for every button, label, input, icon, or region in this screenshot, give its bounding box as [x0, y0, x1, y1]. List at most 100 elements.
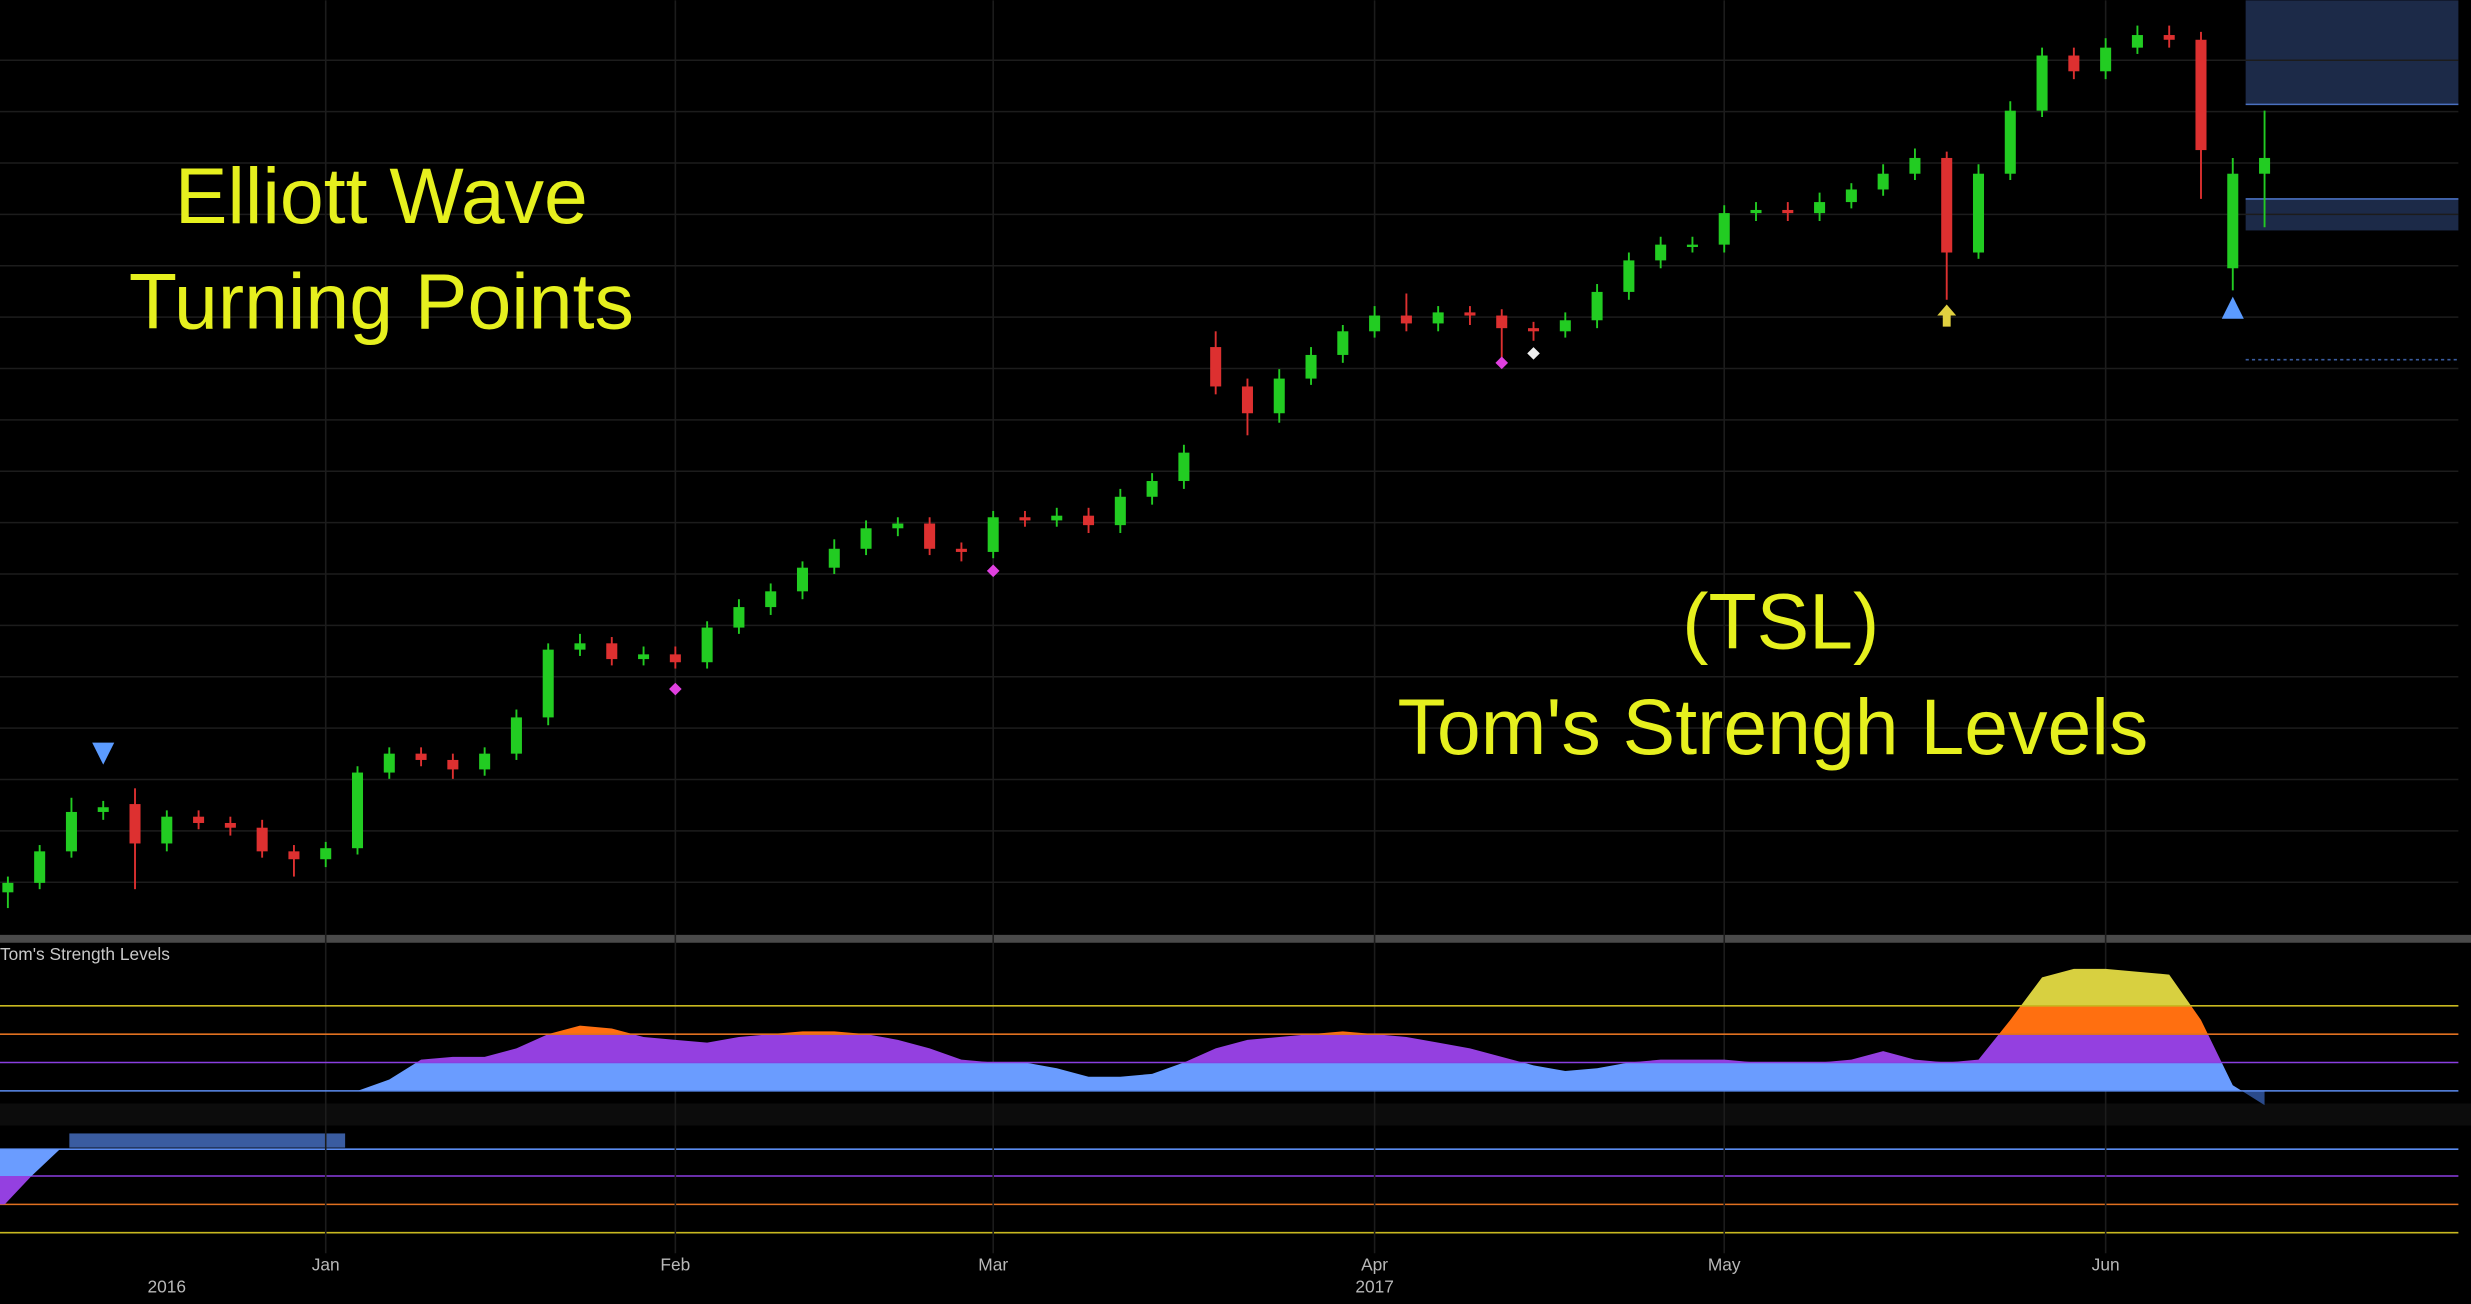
candle-body [1114, 496, 1126, 526]
x-tick-label: Jun [2092, 1254, 2120, 1274]
band [0, 1175, 32, 1205]
candle-body [638, 654, 650, 660]
signal-marker [1527, 347, 1540, 360]
candle-body [351, 772, 364, 849]
candle-body [542, 649, 554, 718]
x-tick-label: 2017 [1355, 1276, 1394, 1296]
panel-title: Tom's Strength Levels [0, 944, 170, 964]
candle-body [1178, 452, 1190, 482]
candle-body [1083, 515, 1095, 526]
candle-body [193, 816, 205, 823]
candle-body [924, 523, 936, 549]
candle-body [1241, 386, 1253, 414]
candle-body [479, 753, 491, 770]
x-tick-label: Mar [978, 1254, 1008, 1274]
panel-separator [0, 934, 2471, 943]
candle-body [256, 827, 268, 852]
band [0, 1149, 60, 1176]
candle-body [97, 807, 109, 812]
candle-body [892, 523, 904, 529]
candle-body [129, 804, 141, 844]
candle-body [1750, 209, 1762, 214]
signal-marker [1937, 304, 1957, 327]
signal-marker [669, 682, 682, 696]
candle-body [1400, 315, 1412, 324]
candle-body [765, 591, 777, 608]
candle-body [1305, 354, 1317, 379]
candle-body [1909, 157, 1921, 174]
tsl-area [548, 1005, 2208, 1035]
zone [2245, 0, 2459, 105]
annotation: (TSL) [1682, 577, 1879, 665]
candle-body [1496, 315, 1508, 329]
x-tick-label: Feb [660, 1254, 690, 1274]
candle-body [415, 753, 427, 760]
candle-body [1782, 209, 1794, 214]
candle-body [1591, 291, 1603, 321]
candle-body [987, 517, 999, 552]
candle-body [320, 848, 332, 860]
x-tick-label: May [1708, 1254, 1741, 1274]
candle-body [955, 548, 967, 552]
candle-body [1845, 189, 1857, 203]
candle-body [1051, 515, 1063, 521]
candle-body [2, 882, 14, 893]
candle-body [2131, 35, 2143, 48]
candle-body [1432, 312, 1444, 324]
candle-body [1146, 481, 1158, 497]
tsl-area [7, 1062, 2265, 1091]
candle-body [1210, 347, 1222, 387]
x-tick-label: 2016 [148, 1276, 187, 1296]
candle-body [1623, 260, 1635, 292]
panel-separator [0, 1103, 2471, 1126]
candle-body [1877, 173, 1889, 190]
candle-body [860, 528, 872, 549]
candle-body [2036, 55, 2048, 111]
candle-body [574, 643, 586, 650]
annotation: Elliott Wave [175, 152, 588, 240]
candle-body [288, 851, 300, 860]
candle-body [2004, 110, 2016, 174]
candle-body [1972, 173, 1985, 253]
candle-body [1814, 202, 1826, 214]
candle-body [2100, 47, 2112, 72]
candle-body [828, 548, 840, 568]
candle-body [2163, 35, 2175, 40]
signal-marker [2221, 296, 2244, 319]
band [69, 1133, 346, 1148]
candle-body [606, 643, 618, 660]
candle-body [701, 627, 713, 663]
candle-body [34, 851, 46, 883]
candle-body [1019, 517, 1031, 521]
candle-body [2227, 173, 2239, 269]
annotation: Tom's Strengh Levels [1398, 683, 2149, 771]
candle-body [65, 811, 77, 852]
signal-marker [92, 742, 115, 765]
candle-body [1369, 315, 1381, 332]
candle-body [796, 567, 809, 592]
candle-body [224, 822, 236, 828]
candle-body [1273, 378, 1285, 414]
candle-body [1337, 331, 1349, 355]
candle-body [383, 753, 395, 773]
x-tick-label: Apr [1361, 1254, 1388, 1274]
candle-body [1655, 244, 1667, 261]
candle-body [1941, 157, 1953, 253]
candle-body [2259, 157, 2271, 174]
tsl-area [2020, 968, 2192, 1006]
candle-body [1686, 244, 1698, 247]
signal-marker [986, 564, 1000, 578]
annotation: Turning Points [129, 257, 634, 345]
signal-marker [1495, 356, 1509, 370]
candle-body [2068, 55, 2080, 72]
candle-body [161, 816, 173, 844]
candle-body [510, 717, 522, 754]
candle-body [1718, 213, 1730, 245]
candle-body [669, 654, 681, 663]
candle-body [447, 759, 459, 770]
candle-body [2195, 39, 2207, 151]
candle-body [1559, 320, 1571, 332]
candle-body [733, 607, 745, 628]
